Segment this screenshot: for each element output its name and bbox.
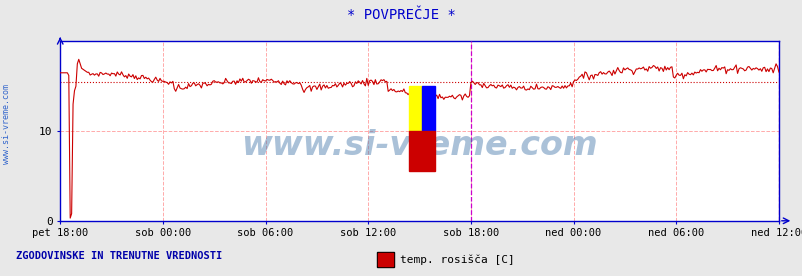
Text: www.si-vreme.com: www.si-vreme.com	[241, 129, 597, 162]
Bar	[408, 131, 434, 171]
Text: ZGODOVINSKE IN TRENUTNE VREDNOSTI: ZGODOVINSKE IN TRENUTNE VREDNOSTI	[16, 251, 222, 261]
Bar	[421, 86, 434, 131]
Text: www.si-vreme.com: www.si-vreme.com	[2, 84, 11, 164]
Bar	[408, 86, 421, 131]
Text: temp. rosišča [C]: temp. rosišča [C]	[399, 254, 514, 265]
Text: * POVPREČJE *: * POVPREČJE *	[346, 8, 456, 22]
